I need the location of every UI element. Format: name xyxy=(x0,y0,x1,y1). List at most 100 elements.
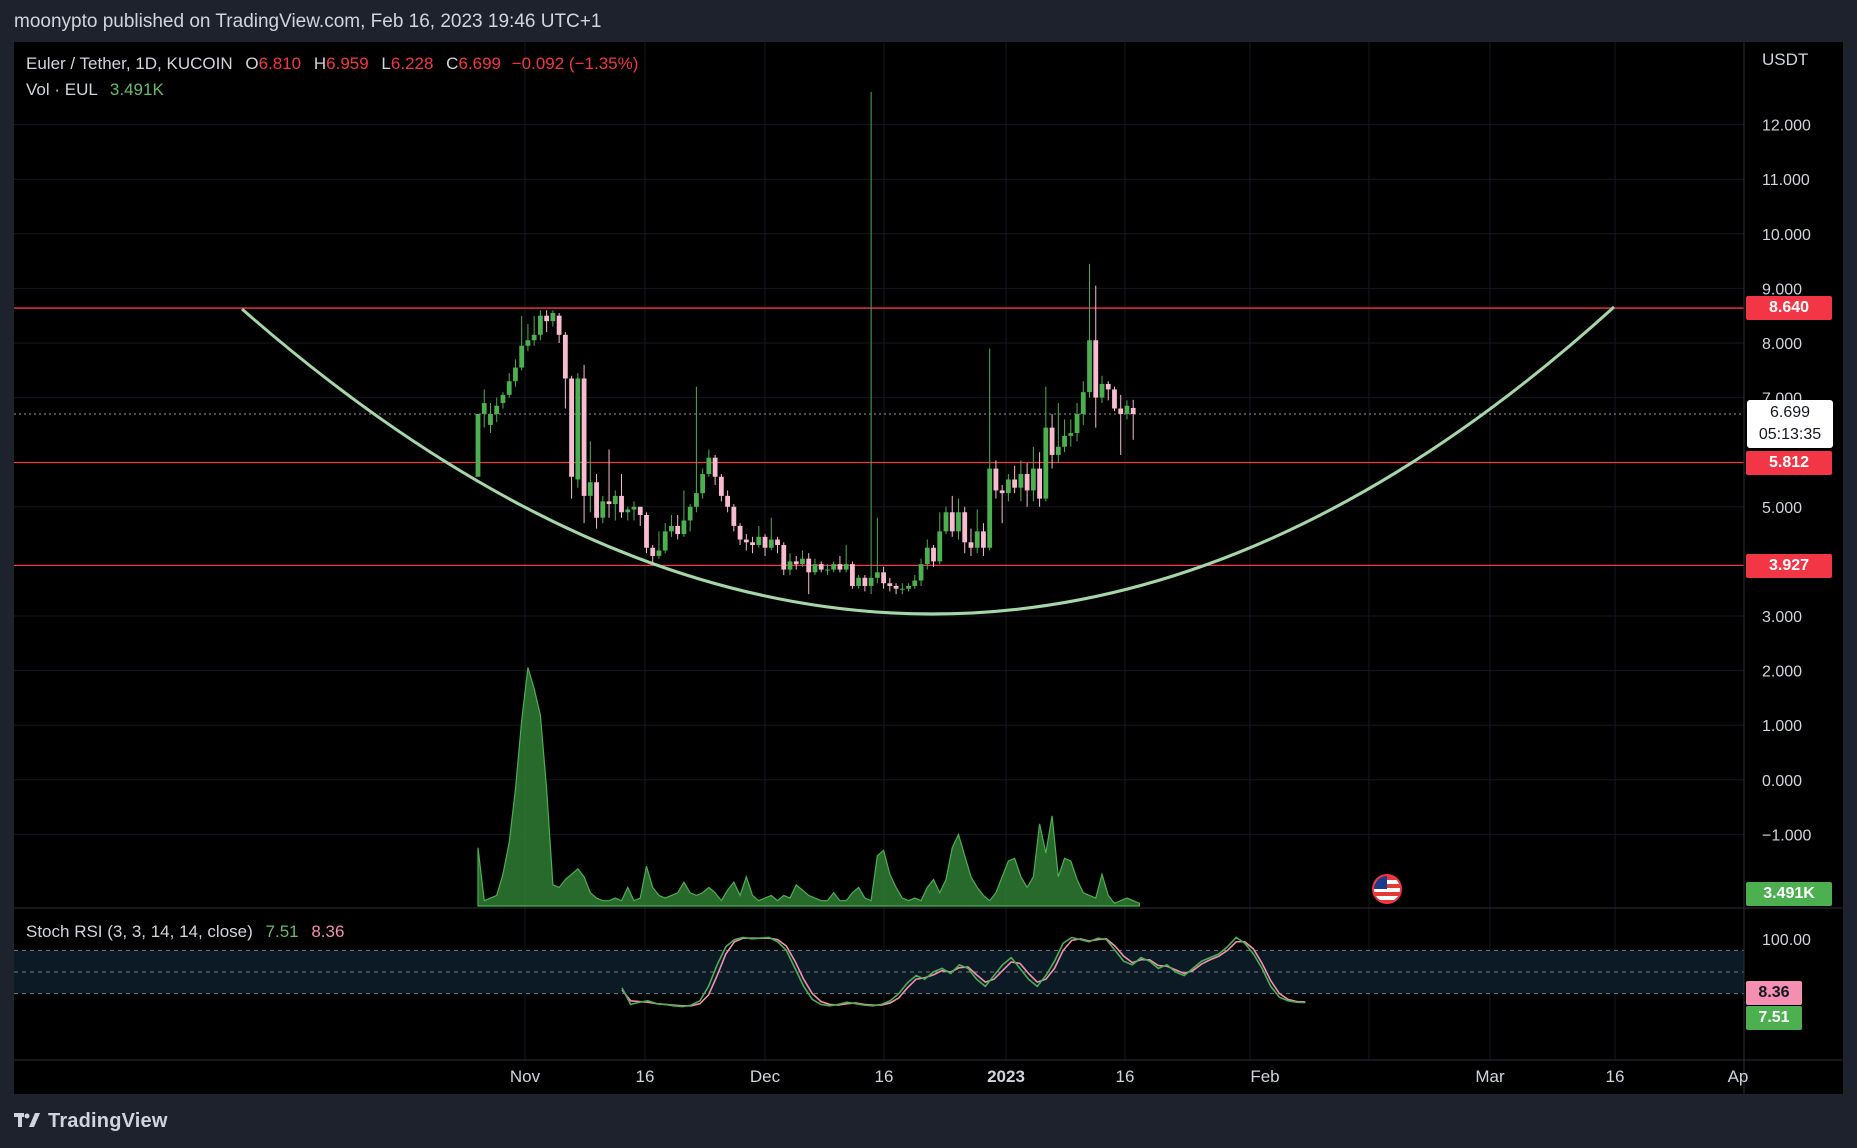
candle-body xyxy=(912,580,918,586)
candle-body xyxy=(924,547,930,565)
candle xyxy=(743,534,749,551)
candle-body xyxy=(968,542,974,548)
candle xyxy=(843,545,849,573)
candle xyxy=(1099,375,1105,404)
candle-body xyxy=(931,547,936,562)
candle xyxy=(924,539,930,570)
us-flag-icon[interactable] xyxy=(1372,874,1402,904)
time-tick-label: 16 xyxy=(636,1067,655,1086)
candle-body xyxy=(712,457,718,477)
price-tick-label: 3.000 xyxy=(1762,609,1802,626)
candle-body xyxy=(519,345,525,368)
candle xyxy=(787,553,793,576)
candle-body xyxy=(1062,435,1067,447)
candle xyxy=(999,484,1005,524)
candle-body xyxy=(825,569,830,571)
candle xyxy=(981,523,986,556)
candle-body xyxy=(1024,474,1030,491)
candle-body xyxy=(1037,468,1042,499)
candle-body xyxy=(762,536,768,548)
price-tick-label: 1.000 xyxy=(1762,718,1802,735)
candle-body xyxy=(525,340,531,346)
candle-body xyxy=(1030,468,1036,491)
candle-body xyxy=(831,564,837,570)
candle xyxy=(556,312,562,343)
rsi-tick-label: 100.00 xyxy=(1762,932,1811,949)
volume-area-shape xyxy=(477,667,1141,907)
candle xyxy=(700,468,706,499)
chart-frame[interactable] xyxy=(14,42,1843,1094)
candle-body xyxy=(656,550,662,556)
candle-body xyxy=(718,476,724,496)
candle xyxy=(943,506,949,535)
cup-curve-layer xyxy=(241,305,1616,616)
candle xyxy=(600,495,606,524)
candle-body xyxy=(999,490,1005,494)
support-resistance-levels xyxy=(14,307,1744,567)
change-value: −0.092 (−1.35%) xyxy=(511,54,639,73)
candle-body xyxy=(850,564,855,586)
candle-body xyxy=(1012,479,1018,488)
candle xyxy=(1118,394,1124,455)
candle xyxy=(712,454,718,485)
candle-body xyxy=(1068,433,1074,436)
candle-body xyxy=(887,583,893,586)
candle-body xyxy=(775,539,780,546)
price-tick-label: 2.000 xyxy=(1762,664,1802,681)
candle-body xyxy=(538,315,543,335)
candle xyxy=(1087,263,1092,398)
candle xyxy=(475,413,481,477)
candle xyxy=(1124,400,1130,420)
candle-body xyxy=(1118,408,1124,414)
stoch-k-line xyxy=(621,936,1306,1008)
candle xyxy=(606,449,612,518)
candle-body xyxy=(681,520,687,535)
time-tick-label: 2023 xyxy=(987,1067,1025,1086)
candle-body xyxy=(500,394,506,404)
candle xyxy=(656,531,662,559)
candle xyxy=(531,315,537,346)
time-tick-label: 16 xyxy=(1606,1067,1625,1086)
candle-body xyxy=(569,378,574,477)
candle-body xyxy=(981,531,986,548)
candle-body xyxy=(481,403,487,414)
stoch-legend: Stoch RSI (3, 3, 14, 14, close) 7.51 8.3… xyxy=(26,922,344,942)
axes: 12.00011.00010.0009.0008.0007.0005.0003.… xyxy=(14,42,1843,1094)
candle xyxy=(1093,285,1099,428)
candle-body xyxy=(700,474,706,494)
time-tick-label: Ap xyxy=(1728,1067,1749,1086)
candle-body xyxy=(506,381,512,395)
candle xyxy=(562,332,568,409)
candle-body xyxy=(1074,413,1080,434)
price-tick-label: 0.000 xyxy=(1762,773,1802,790)
stoch-d-legend: 8.36 xyxy=(311,922,345,941)
candle xyxy=(687,504,693,532)
candle xyxy=(500,392,506,409)
time-tick-label: 16 xyxy=(1116,1067,1135,1086)
tradingview-logo[interactable]: TradingView xyxy=(14,1108,168,1134)
candle xyxy=(1012,465,1018,494)
candle xyxy=(706,449,712,477)
price-tick-label: 5.000 xyxy=(1762,500,1802,517)
candle xyxy=(619,474,624,518)
candle xyxy=(1074,403,1080,442)
candle-body xyxy=(706,457,712,475)
candle xyxy=(756,525,762,548)
candle-body xyxy=(587,482,593,496)
footer-bar xyxy=(0,1094,1857,1148)
candle xyxy=(775,536,780,554)
candle xyxy=(737,523,743,546)
candle-body xyxy=(899,588,905,590)
open-value: 6.810 xyxy=(258,54,302,73)
candle-body xyxy=(1087,340,1092,393)
candle-body xyxy=(475,413,481,477)
candle xyxy=(949,495,955,537)
candle-body xyxy=(694,493,699,507)
volume-tag: 3.491K xyxy=(1746,882,1832,906)
candle-body xyxy=(1130,407,1136,415)
candle-body xyxy=(637,506,643,515)
stoch-d-tag: 8.36 xyxy=(1746,981,1802,1005)
candle-body xyxy=(993,468,999,491)
candle-body xyxy=(1055,446,1061,455)
